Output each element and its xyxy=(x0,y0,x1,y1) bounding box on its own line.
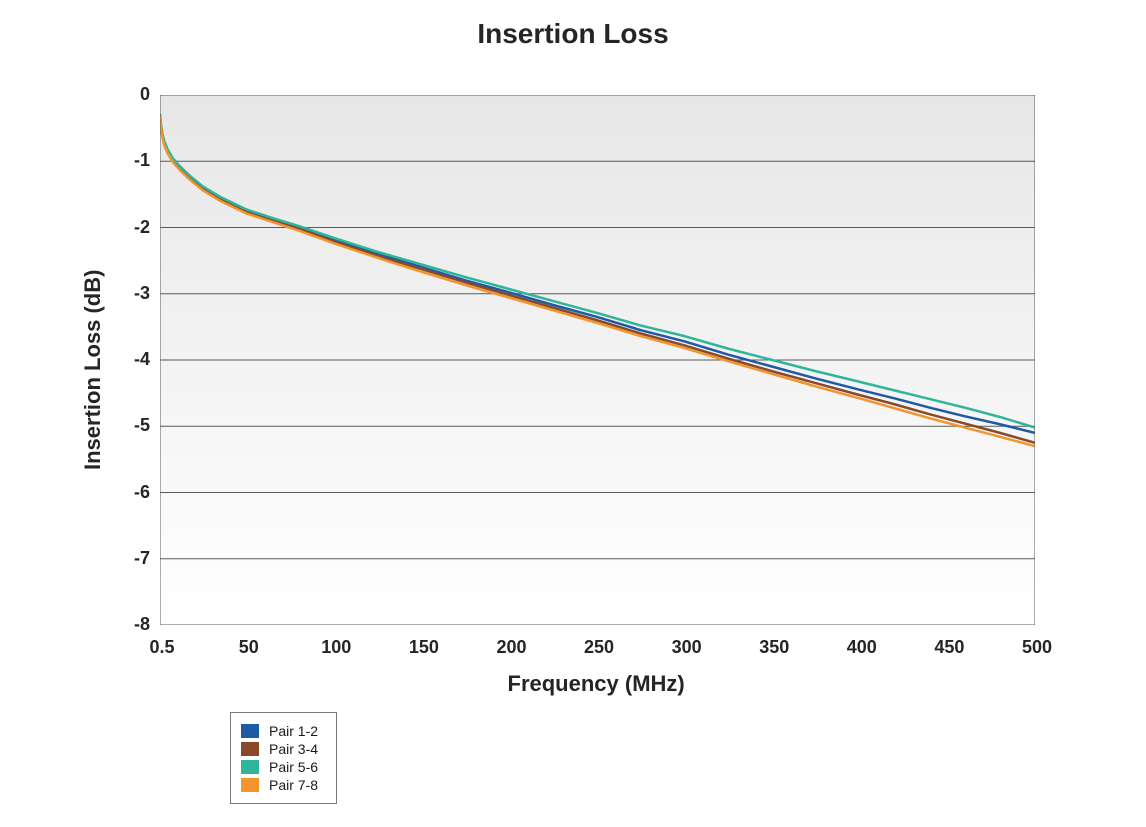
legend-label: Pair 3-4 xyxy=(269,741,318,757)
y-tick-label: -1 xyxy=(134,150,150,171)
x-tick-label: 50 xyxy=(229,637,269,658)
legend-swatch xyxy=(241,778,259,792)
y-tick-label: -2 xyxy=(134,217,150,238)
x-tick-label: 350 xyxy=(754,637,794,658)
y-tick-label: -5 xyxy=(134,415,150,436)
legend-item: Pair 3-4 xyxy=(241,741,318,757)
y-tick-label: -4 xyxy=(134,349,150,370)
legend: Pair 1-2 Pair 3-4 Pair 5-6 Pair 7-8 xyxy=(230,712,337,804)
y-tick-label: -6 xyxy=(134,482,150,503)
x-tick-label: 300 xyxy=(667,637,707,658)
y-tick-label: 0 xyxy=(140,84,150,105)
legend-swatch xyxy=(241,742,259,756)
y-tick-label: -3 xyxy=(134,283,150,304)
y-axis-label: Insertion Loss (dB) xyxy=(80,270,106,470)
chart-title: Insertion Loss xyxy=(0,18,1146,50)
x-tick-label: 400 xyxy=(842,637,882,658)
y-tick-label: -8 xyxy=(134,614,150,635)
x-tick-label: 450 xyxy=(929,637,969,658)
x-tick-label: 500 xyxy=(1017,637,1057,658)
x-tick-label: 0.5 xyxy=(142,637,182,658)
plot-svg xyxy=(160,95,1035,625)
x-tick-label: 250 xyxy=(579,637,619,658)
legend-swatch xyxy=(241,724,259,738)
legend-label: Pair 7-8 xyxy=(269,777,318,793)
legend-swatch xyxy=(241,760,259,774)
plot-area xyxy=(160,95,1035,625)
x-tick-label: 100 xyxy=(316,637,356,658)
y-tick-label: -7 xyxy=(134,548,150,569)
legend-label: Pair 5-6 xyxy=(269,759,318,775)
x-axis-label: Frequency (MHz) xyxy=(508,671,685,697)
legend-item: Pair 7-8 xyxy=(241,777,318,793)
x-tick-label: 150 xyxy=(404,637,444,658)
chart-container: Insertion Loss Insertion Loss (dB) Frequ… xyxy=(0,0,1146,827)
legend-item: Pair 1-2 xyxy=(241,723,318,739)
legend-item: Pair 5-6 xyxy=(241,759,318,775)
x-tick-label: 200 xyxy=(491,637,531,658)
legend-label: Pair 1-2 xyxy=(269,723,318,739)
